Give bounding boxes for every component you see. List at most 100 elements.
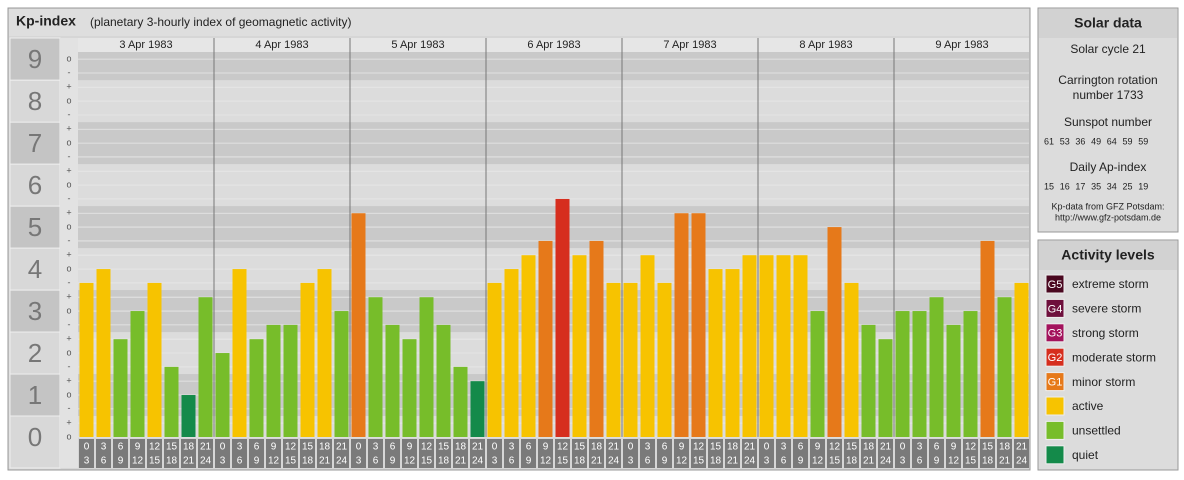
hour-label: 0 <box>220 442 226 453</box>
bar <box>776 255 791 437</box>
legend-code: G3 <box>1048 328 1063 340</box>
hour-box <box>980 439 995 468</box>
date-label: 4 Apr 1983 <box>255 39 308 51</box>
bar <box>198 297 213 437</box>
minor-tick-label: o <box>66 431 71 441</box>
hour-label: 12 <box>149 442 161 453</box>
legend-label: active <box>1072 399 1104 413</box>
hour-label: 15 <box>166 442 178 453</box>
hour-label: 15 <box>557 456 569 467</box>
y-tick-label: 6 <box>28 170 42 200</box>
legend-swatch <box>1045 396 1065 416</box>
hour-label: 21 <box>319 456 331 467</box>
hour-label: 6 <box>934 442 940 453</box>
bar <box>419 297 434 437</box>
bar <box>487 282 502 437</box>
bar <box>555 198 570 437</box>
hour-label: 12 <box>676 456 688 467</box>
hour-label: 15 <box>829 456 841 467</box>
hour-label: 3 <box>509 442 515 453</box>
hour-box <box>232 439 247 468</box>
minor-tick-label: o <box>66 305 71 315</box>
minor-tick-label: + <box>66 250 71 260</box>
sunspot-number: 59 <box>1122 136 1132 146</box>
bar <box>742 255 757 437</box>
hour-box <box>997 439 1012 468</box>
hour-label: 6 <box>662 442 668 453</box>
hour-label: 12 <box>812 456 824 467</box>
hour-label: 6 <box>101 456 107 467</box>
minor-tick-label: o <box>66 179 71 189</box>
hour-box <box>912 439 927 468</box>
bar <box>317 269 332 437</box>
hour-box <box>317 439 332 468</box>
hour-label: 0 <box>356 442 362 453</box>
hour-label: 3 <box>917 442 923 453</box>
hour-box <box>538 439 553 468</box>
source: Kp-data from GFZ Potsdam: <box>1051 201 1164 211</box>
kp-label-box <box>9 247 61 291</box>
hour-label: 18 <box>710 456 722 467</box>
sunspot-number: 53 <box>1060 136 1070 146</box>
hour-label: 21 <box>727 456 739 467</box>
date-label: 8 Apr 1983 <box>799 39 852 51</box>
hour-label: 15 <box>710 442 722 453</box>
hour-box <box>725 439 740 468</box>
hour-label: 9 <box>815 442 821 453</box>
bar <box>878 339 893 437</box>
legend-swatch <box>1045 298 1065 318</box>
solar-header <box>1039 9 1177 38</box>
hour-box <box>215 439 230 468</box>
ap-index: 16 <box>1060 181 1070 191</box>
minor-tick-label: - <box>68 277 71 287</box>
minor-tick-label: + <box>66 124 71 134</box>
bar <box>249 339 264 437</box>
hour-box <box>419 439 434 468</box>
hour-label: 15 <box>965 456 977 467</box>
legend-swatch <box>1045 372 1065 392</box>
hour-box <box>521 439 536 468</box>
solar-cycle: Solar cycle 21 <box>1070 42 1146 56</box>
hour-label: 15 <box>693 456 705 467</box>
legend-label: moderate storm <box>1072 350 1156 364</box>
hour-box <box>623 439 638 468</box>
hour-box <box>504 439 519 468</box>
hour-box <box>266 439 281 468</box>
hour-label: 12 <box>421 442 433 453</box>
date-label: 3 Apr 1983 <box>119 39 172 51</box>
hour-label: 0 <box>900 442 906 453</box>
hour-label: 18 <box>591 442 603 453</box>
hour-label: 24 <box>880 456 892 467</box>
hour-label: 12 <box>948 456 960 467</box>
hour-label: 21 <box>880 442 892 453</box>
hour-label: 9 <box>798 456 804 467</box>
hour-box <box>810 439 825 468</box>
hour-label: 6 <box>526 442 532 453</box>
bar <box>606 282 621 437</box>
band <box>78 416 1029 437</box>
hour-label: 18 <box>438 456 450 467</box>
bar <box>708 269 723 437</box>
hour-box <box>300 439 315 468</box>
sunspot-number: 64 <box>1107 136 1117 146</box>
hour-box <box>147 439 162 468</box>
hour-box <box>334 439 349 468</box>
source: http://www.gfz-potsdam.de <box>1055 212 1161 222</box>
hour-box <box>606 439 621 468</box>
bar <box>623 282 638 437</box>
hour-label: 15 <box>302 442 314 453</box>
bar <box>368 297 383 437</box>
carrington: Carrington rotation <box>1058 73 1157 87</box>
hour-box <box>249 439 264 468</box>
hour-box <box>963 439 978 468</box>
kp-label-box <box>9 373 61 417</box>
y-tick-label: 1 <box>28 380 42 410</box>
hour-box <box>402 439 417 468</box>
hour-label: 0 <box>492 442 498 453</box>
hour-box <box>827 439 842 468</box>
hour-label: 6 <box>373 456 379 467</box>
hour-box <box>844 439 859 468</box>
bar <box>793 255 808 437</box>
chart-title: Kp-index <box>16 13 76 29</box>
